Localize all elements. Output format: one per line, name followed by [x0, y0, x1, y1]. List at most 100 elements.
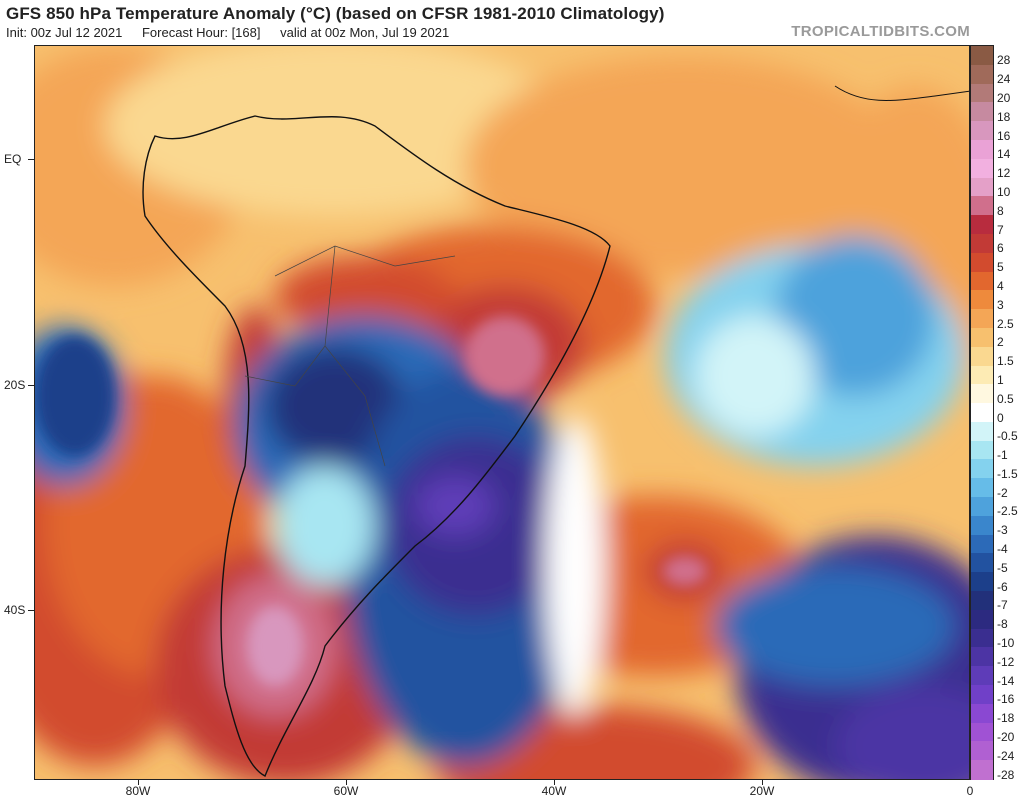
lon-label-20w: 20W: [749, 784, 775, 798]
lat-label-20s: 20S: [4, 378, 26, 392]
colorbar-swatch: [971, 365, 993, 385]
colorbar-label: -24: [997, 748, 1015, 763]
colorbar-label: -5: [997, 560, 1008, 575]
colorbar-label: -2: [997, 485, 1008, 500]
colorbar-swatch: [971, 215, 993, 235]
colorbar-label: 0.5: [997, 391, 1014, 406]
forecast-hour: Forecast Hour: [168]: [141, 25, 261, 40]
brand-watermark: TROPICALTIDBITS.COM: [791, 23, 970, 40]
colorbar-swatch: [971, 440, 993, 461]
colorbar-swatch: [971, 421, 993, 442]
colorbar-label: 28: [997, 53, 1011, 68]
map-title: GFS 850 hPa Temperature Anomaly (°C) (ba…: [6, 4, 665, 23]
colorbar-swatch: [971, 384, 993, 404]
lat-tick: [28, 610, 34, 611]
colorbar-swatch: [971, 403, 993, 423]
colorbar-swatch: [971, 478, 993, 498]
colorbar-label: -7: [997, 598, 1008, 613]
colorbar-label: -1: [997, 448, 1008, 463]
colorbar-label: 16: [997, 128, 1011, 143]
colorbar-swatch: [971, 64, 993, 85]
lat-tick: [28, 159, 34, 160]
colorbar-label: 4: [997, 278, 1004, 293]
colorbar-label: 1.5: [997, 354, 1014, 369]
colorbar-swatch: [971, 534, 993, 555]
lat-label-eq: EQ: [4, 152, 22, 166]
colorbar-label: -20: [997, 730, 1015, 744]
colorbar-swatch: [971, 685, 993, 705]
colorbar-label: -18: [997, 711, 1015, 726]
lat-tick: [28, 385, 34, 386]
colorbar-swatch: [971, 572, 993, 592]
colorbar-swatch: [971, 346, 993, 367]
colorbar-label: 8: [997, 203, 1004, 218]
lon-tick: [346, 780, 347, 785]
colorbar-swatch: [971, 252, 993, 273]
map-subtitle: Init: 00z Jul 12 2021 Forecast Hour: [16…: [6, 25, 465, 40]
colorbar-swatch: [971, 177, 993, 197]
colorbar-swatch: [971, 628, 993, 649]
colorbar-swatch: [971, 703, 993, 724]
colorbar-swatch: [971, 46, 993, 66]
colorbar-label: -10: [997, 636, 1015, 651]
colorbar-swatch: [971, 233, 993, 254]
colorbar-swatch: [971, 497, 993, 517]
colorbar: [970, 45, 994, 780]
colorbar-swatch: [971, 309, 993, 329]
lat-label-40s: 40S: [4, 603, 26, 617]
colorbar-label: -28: [997, 767, 1015, 782]
colorbar-label: -14: [997, 673, 1015, 688]
colorbar-swatch: [971, 647, 993, 667]
colorbar-label: 0: [997, 410, 1004, 425]
colorbar-label: 2.5: [997, 316, 1014, 331]
colorbar-swatch: [971, 609, 993, 630]
colorbar-label: -16: [997, 692, 1015, 707]
colorbar-label: -3: [997, 523, 1008, 538]
colorbar-swatch: [971, 760, 993, 780]
colorbar-swatch: [971, 271, 993, 291]
lon-tick: [138, 780, 139, 785]
lon-tick: [554, 780, 555, 785]
init-time: Init: 00z Jul 12 2021: [6, 25, 123, 40]
lon-label-60w: 60W: [333, 784, 359, 798]
colorbar-swatch: [971, 553, 993, 573]
colorbar-label: -12: [997, 654, 1015, 669]
colorbar-swatch: [971, 591, 993, 611]
colorbar-label: 18: [997, 109, 1011, 124]
colorbar-swatch: [971, 290, 993, 310]
colorbar-swatch: [971, 83, 993, 103]
colorbar-label: 20: [997, 90, 1011, 105]
colorbar-label: 2: [997, 335, 1004, 350]
colorbar-label: 7: [997, 222, 1004, 237]
colorbar-label: 3: [997, 297, 1004, 312]
anomaly-field: [35, 46, 969, 779]
colorbar-swatch: [971, 327, 993, 348]
colorbar-label: 10: [997, 184, 1011, 199]
colorbar-swatch: [971, 139, 993, 160]
colorbar-label: 24: [997, 72, 1011, 87]
colorbar-swatch: [971, 722, 993, 742]
colorbar-label: 14: [997, 147, 1011, 162]
colorbar-swatch: [971, 121, 993, 141]
colorbar-swatch: [971, 741, 993, 761]
colorbar-label: 5: [997, 260, 1004, 275]
colorbar-label: 12: [997, 166, 1011, 181]
anomaly-map[interactable]: [34, 45, 970, 780]
colorbar-swatch: [971, 666, 993, 686]
colorbar-swatch: [971, 459, 993, 479]
colorbar-label: -2.5: [997, 504, 1018, 519]
colorbar-swatch: [971, 158, 993, 179]
colorbar-swatch: [971, 196, 993, 216]
lon-tick: [762, 780, 763, 785]
colorbar-swatch: [971, 515, 993, 536]
lon-label-40w: 40W: [541, 784, 567, 798]
colorbar-label: -8: [997, 617, 1008, 632]
lon-label-80w: 80W: [125, 784, 151, 798]
lon-label-0: 0: [966, 784, 974, 798]
valid-time: valid at 00z Mon, Jul 19 2021: [280, 25, 450, 40]
colorbar-label: -1.5: [997, 466, 1018, 481]
colorbar-label: -6: [997, 579, 1008, 594]
colorbar-label: 1: [997, 372, 1004, 387]
colorbar-label: -0.5: [997, 429, 1018, 444]
colorbar-label: -4: [997, 542, 1008, 557]
